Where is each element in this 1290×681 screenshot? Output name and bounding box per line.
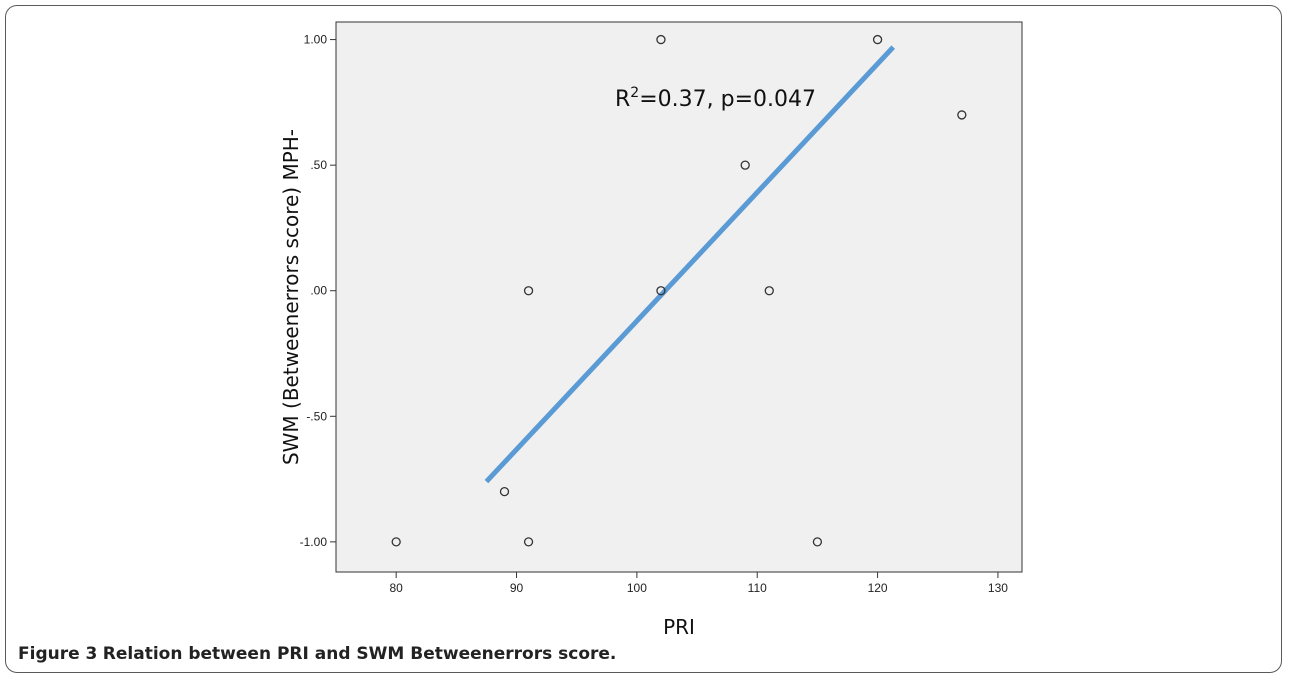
data-points — [391, 34, 967, 547]
x-axis: 80 90 100 110 120 130 — [389, 572, 1008, 595]
y-tick-label: -.50 — [306, 409, 327, 423]
y-axis: 1.00 .50 .00 -.50 -1.00 — [300, 33, 336, 549]
annotation-prefix: R — [615, 87, 630, 112]
y-tick-label: 1.00 — [304, 33, 328, 47]
x-tick-label: 90 — [510, 581, 524, 595]
y-axis-label: SWM (Betweenerrors score) MPH- — [279, 129, 303, 465]
data-point — [523, 537, 534, 547]
x-tick-label: 100 — [627, 581, 647, 595]
x-tick-label: 120 — [868, 581, 888, 595]
data-point — [499, 486, 510, 497]
x-axis-label: PRI — [663, 615, 695, 639]
data-point — [764, 286, 774, 296]
data-point — [872, 34, 883, 45]
x-tick-label: 80 — [389, 581, 403, 595]
caption-label: Figure 3 — [18, 644, 98, 664]
data-point — [656, 34, 666, 45]
caption-text: Relation between PRI and SWM Betweenerro… — [102, 644, 617, 664]
data-point — [957, 110, 967, 120]
regression-annotation: R2=0.37, p=0.047 — [615, 85, 816, 112]
annotation-superscript: 2 — [630, 85, 639, 101]
regression-line — [484, 45, 896, 484]
y-tick-label: -1.00 — [300, 535, 328, 549]
figure-caption: Figure 3 Relation between PRI and SWM Be… — [18, 644, 616, 664]
figure-frame — [5, 5, 1282, 673]
x-tick-label: 110 — [748, 581, 767, 595]
x-tick-label: 130 — [988, 581, 1008, 595]
annotation-text: =0.37, p=0.047 — [639, 87, 816, 112]
data-point — [523, 286, 534, 296]
y-tick-label: .50 — [310, 158, 327, 172]
data-point — [391, 537, 401, 547]
plot-area — [335, 21, 1023, 573]
data-point — [812, 537, 823, 547]
y-tick-label: .00 — [310, 284, 327, 298]
data-point — [656, 286, 666, 296]
data-point — [740, 160, 750, 170]
